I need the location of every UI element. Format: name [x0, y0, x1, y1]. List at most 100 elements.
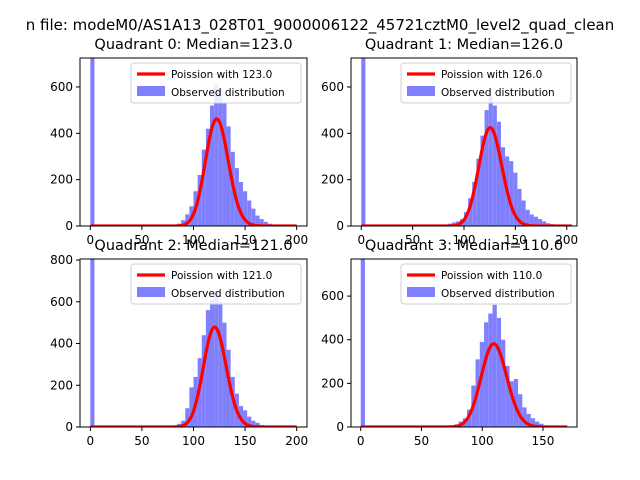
histogram-bar — [525, 209, 530, 226]
histogram-bar — [479, 341, 485, 427]
histogram-bar — [181, 220, 186, 226]
histogram-bar — [189, 387, 194, 427]
histogram-bar — [90, 58, 95, 226]
y-tick-label: 600 — [321, 289, 344, 303]
y-tick-label: 800 — [50, 253, 73, 267]
x-tick-label: 100 — [453, 233, 476, 247]
x-tick-label: 200 — [555, 233, 578, 247]
histogram-bar — [185, 408, 190, 427]
histogram-bar — [255, 215, 260, 226]
x-tick-label: 100 — [182, 434, 205, 448]
histogram-bar — [537, 219, 543, 226]
histogram-bar — [197, 175, 202, 226]
y-tick-label: 200 — [50, 378, 73, 392]
chart-panel-1: 0 50 100 150 200 0 200 400 600 Quadrant 1: Median… — [321, 37, 578, 247]
histogram-bar — [501, 339, 506, 427]
histogram-bar — [509, 381, 514, 427]
poisson-curve — [360, 126, 573, 226]
histogram-bar — [542, 221, 547, 226]
chart-panel-2: 0 50 100 150 200 0 200 400 600 800 Quadrant 2: Med… — [50, 238, 308, 448]
x-tick-label: 50 — [134, 233, 149, 247]
histogram-bar — [505, 365, 510, 427]
histogram-bar — [496, 121, 501, 226]
histogram-bar — [522, 407, 527, 427]
subplot-title: Quadrant 2: Median=121.0 — [94, 238, 292, 254]
x-tick-label: 50 — [405, 233, 420, 247]
legend: Poission with 110.0 Observed distribution — [400, 263, 572, 305]
histogram-bar — [247, 200, 252, 226]
y-tick-label: 400 — [321, 333, 344, 347]
legend: Poission with 123.0 Observed distribution — [130, 62, 302, 104]
histogram-bar — [218, 301, 223, 427]
x-tick-label: 100 — [182, 233, 205, 247]
histogram-bar — [468, 198, 473, 226]
x-tick-label: 150 — [234, 233, 257, 247]
histogram-bar — [247, 416, 252, 427]
x-tick-label: 0 — [86, 233, 94, 247]
legend-label-poisson: Poission with 110.0 — [441, 270, 542, 282]
histogram-bar — [210, 105, 215, 226]
histogram-bar — [492, 304, 497, 427]
histogram-bar — [243, 410, 248, 427]
histogram-bar — [488, 313, 493, 427]
y-tick-label: 400 — [50, 337, 73, 351]
y-tick-label: 600 — [50, 80, 73, 94]
x-tick-label: 200 — [285, 233, 308, 247]
y-tick-label: 400 — [50, 126, 73, 140]
histogram-bar — [214, 84, 219, 226]
y-tick-label: 600 — [50, 295, 73, 309]
histogram-bar — [205, 310, 211, 427]
histogram-bar — [509, 161, 514, 226]
histogram-bar — [218, 89, 223, 226]
histogram-bar — [476, 158, 481, 226]
histogram-bar — [251, 208, 256, 226]
legend-box — [130, 263, 302, 305]
figure-suptitle: n file: modeM0/AS1A13_028T01_9000006122_… — [26, 16, 615, 35]
histogram-bar — [518, 394, 523, 427]
x-tick-label: 150 — [234, 434, 257, 448]
x-tick-label: 100 — [471, 434, 494, 448]
histogram-bar — [517, 188, 522, 226]
legend-label-observed: Observed distribution — [171, 87, 285, 99]
legend: Poission with 126.0 Observed distribution — [400, 62, 572, 104]
subplot-title: Quadrant 1: Median=126.0 — [365, 37, 563, 53]
histogram-bar — [226, 349, 231, 427]
y-tick-label: 400 — [321, 126, 344, 140]
x-tick-label: 50 — [414, 434, 429, 448]
legend-label-observed: Observed distribution — [171, 288, 285, 300]
y-tick-label: 0 — [65, 420, 73, 434]
legend-label-poisson: Poission with 123.0 — [171, 69, 272, 81]
histogram-bar — [472, 181, 477, 226]
histogram-bar — [205, 128, 211, 226]
subplot-title: Quadrant 0: Median=123.0 — [94, 37, 292, 53]
axes-frame — [350, 258, 578, 428]
histogram-bar — [226, 126, 231, 226]
legend-label-observed: Observed distribution — [441, 288, 555, 300]
histogram-bar — [484, 322, 489, 427]
poisson-curve — [89, 117, 298, 226]
legend-box — [130, 62, 302, 104]
histogram-bar — [533, 216, 538, 226]
histogram-bar — [263, 221, 268, 226]
histogram-bar — [360, 259, 365, 427]
histogram-bar — [214, 291, 219, 427]
x-tick-label: 0 — [86, 434, 94, 448]
chart-panel-3: 0 50 100 150 0 200 400 600 Quadrant 3: Median=11… — [321, 238, 578, 448]
legend-label-poisson: Poission with 126.0 — [441, 69, 542, 81]
legend-box — [400, 263, 572, 305]
legend-bar-swatch — [407, 287, 435, 297]
histogram-bar — [222, 103, 227, 226]
histogram-bar — [222, 322, 227, 427]
histogram-bar — [259, 219, 264, 226]
y-tick-label: 600 — [321, 80, 344, 94]
chart-panel-0: 0 50 100 150 200 0 200 400 600 Quadrant 0: Median… — [50, 37, 308, 247]
poisson-curve — [360, 342, 568, 427]
y-tick-label: 0 — [336, 219, 344, 233]
histogram-bar — [484, 110, 489, 226]
histogram-bar — [243, 191, 248, 226]
histogram-bar — [496, 317, 502, 427]
histogram-bar — [210, 299, 215, 427]
histogram-bar — [492, 105, 497, 226]
y-tick-label: 0 — [336, 420, 344, 434]
